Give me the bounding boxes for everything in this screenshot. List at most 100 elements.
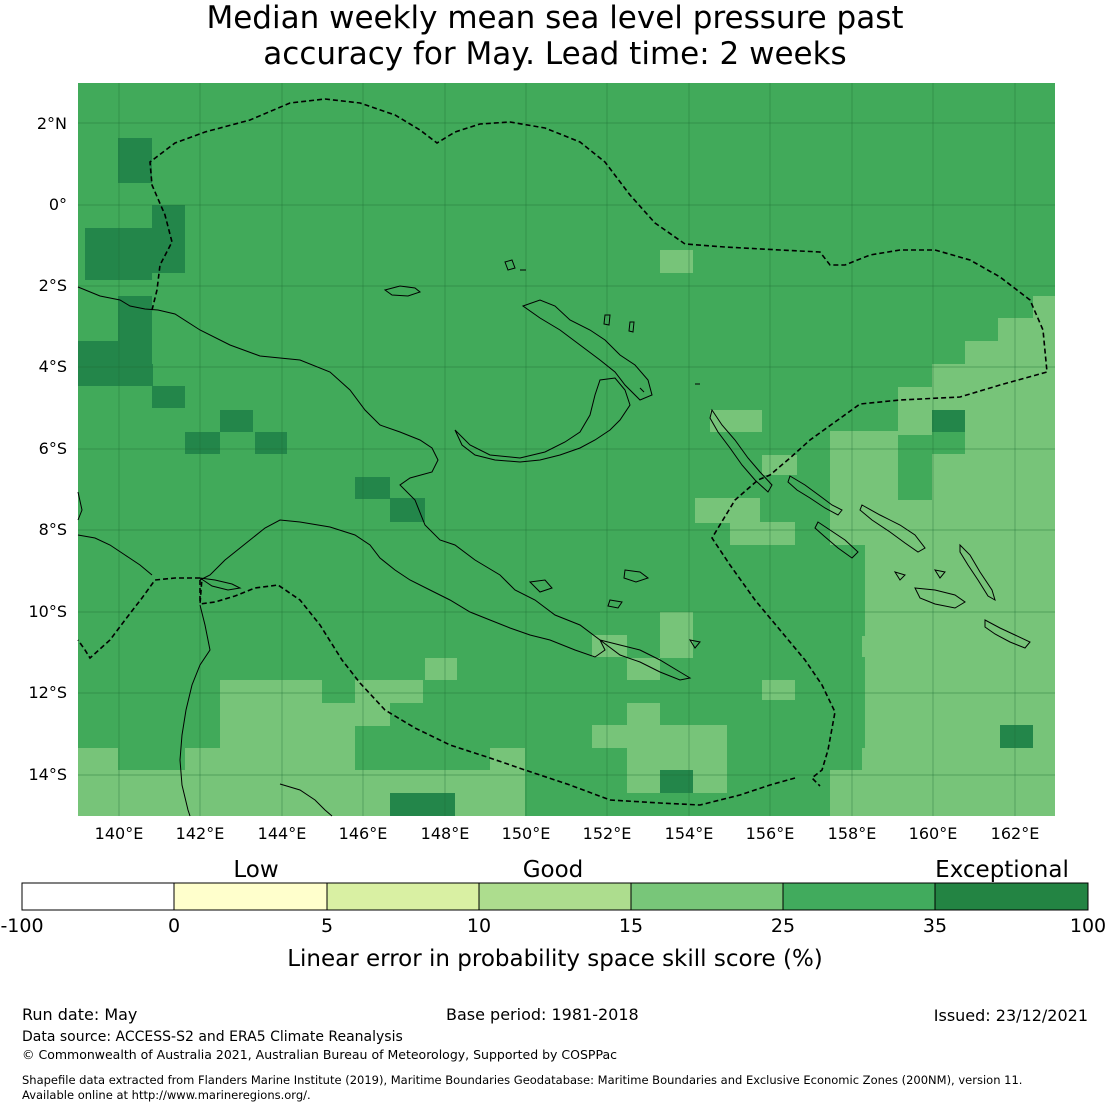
legend-title: Linear error in probability space skill … (287, 946, 823, 972)
skill-cell-15-25 (898, 387, 932, 435)
coastline-solomons-2 (814, 521, 859, 559)
lat-label-6s: 6°S (39, 439, 67, 458)
skill-cell-15-25 (862, 748, 897, 816)
skill-cell-35-100 (85, 228, 152, 280)
skill-cell-15-25 (425, 658, 457, 680)
legend-tick-0: 0 (168, 915, 180, 937)
lat-label-8s: 8°S (39, 520, 67, 539)
colorbar-bin-5 (631, 883, 783, 910)
lat-label-0: 0° (49, 195, 67, 214)
copyright-notice: © Commonwealth of Australia 2021, Austra… (22, 1047, 617, 1062)
skill-cell-25-35 (932, 432, 965, 454)
colorbar-outline (21, 882, 1089, 911)
lon-label-154e: 154°E (665, 824, 714, 843)
issued-date: Issued: 23/12/2021 (933, 1006, 1088, 1025)
skill-cell-15-25 (627, 658, 660, 680)
skill-cell-15-25 (730, 522, 795, 545)
skill-cell-15-25 (762, 455, 797, 475)
shapefile-credit-line-2: Available online at http://www.marinereg… (22, 1088, 311, 1102)
legend-category-low: Low (233, 857, 278, 883)
skill-cell-35-100 (118, 138, 152, 183)
lon-label-156e: 156°E (746, 824, 795, 843)
skill-cell-15-25 (660, 250, 693, 273)
legend-tick-5: 5 (321, 915, 333, 937)
coastline-new-britain (521, 299, 653, 401)
lon-label-142e: 142°E (176, 824, 225, 843)
skill-cell-15-25 (1000, 680, 1055, 720)
skill-cell-35-100 (390, 498, 425, 522)
lat-label-10s: 10°S (28, 602, 67, 621)
lon-label-148e: 148°E (421, 824, 470, 843)
coastline-manus (383, 285, 422, 297)
skill-cell-15-25 (710, 410, 762, 432)
chart-title: Median weekly mean sea level pressure pa… (0, 0, 1110, 72)
coastline-west-new-guinea-south (77, 534, 153, 576)
base-period: Base period: 1981-2018 (446, 1005, 639, 1024)
legend-tick-35: 35 (923, 915, 947, 937)
latitude-labels: 2°N 0° 2°S 4°S 6°S 8°S 10°S 12°S 14°S (28, 114, 67, 784)
skill-cell-35-100 (390, 793, 455, 816)
legend-tick-neg100: -100 (0, 915, 43, 937)
lon-label-162e: 162°E (991, 824, 1040, 843)
lat-label-2n: 2°N (37, 114, 67, 133)
skill-cell-35-100 (355, 477, 390, 499)
eez-indonesia-west (77, 577, 200, 660)
coastline-guadalcanal (914, 587, 966, 609)
data-source: Data source: ACCESS-S2 and ERA5 Climate … (22, 1029, 403, 1045)
skill-cell-15-25 (865, 545, 898, 636)
lat-label-2s: 2°S (39, 276, 67, 295)
colorbar-bin-2 (174, 883, 327, 910)
skill-cell-15-25 (862, 636, 965, 657)
skill-cell-15-25 (78, 748, 118, 816)
skill-cell-25-35 (762, 700, 795, 725)
skill-cell-15-25 (355, 703, 390, 726)
coastline-solomons-1 (859, 504, 926, 553)
shapefile-credit-line-1: Shapefile data extracted from Flanders M… (22, 1073, 1023, 1087)
legend-category-good: Good (523, 857, 584, 883)
skill-cell-15-25 (355, 770, 390, 816)
lon-label-158e: 158°E (828, 824, 877, 843)
skill-cell-15-25 (185, 748, 220, 816)
gridlines (78, 83, 1055, 816)
skill-cell-15-25 (660, 612, 693, 658)
lon-label-144e: 144°E (258, 824, 307, 843)
coastline-torres-strait (199, 577, 242, 591)
skill-cell-15-25 (592, 725, 727, 748)
title-line-2: accuracy for May. Lead time: 2 weeks (263, 36, 847, 72)
lon-label-140e: 140°E (95, 824, 144, 843)
colorbar-bin-1 (22, 883, 174, 910)
coastline-west-irian (77, 491, 83, 521)
legend-tick-10: 10 (467, 915, 491, 937)
skill-cell-15-25 (762, 680, 795, 702)
legend-tick-25: 25 (771, 915, 795, 937)
colorbar-bin-6 (783, 883, 935, 910)
skill-cell-15-25 (830, 431, 865, 453)
lat-label-12s: 12°S (28, 683, 67, 702)
title-line-1: Median weekly mean sea level pressure pa… (206, 0, 904, 36)
eez-png-north (149, 98, 1048, 806)
skill-cell-35-100 (152, 205, 185, 273)
skill-cell-15-25 (220, 680, 322, 816)
lat-label-14s: 14°S (28, 765, 67, 784)
lon-label-146e: 146°E (339, 824, 388, 843)
run-date: Run date: May (22, 1005, 138, 1024)
longitude-labels: 140°E 142°E 144°E 146°E 148°E 150°E 152°… (95, 824, 1040, 843)
coastline-makira (984, 619, 1031, 649)
eez-boundaries (77, 98, 1048, 806)
skill-cell-35-100 (185, 432, 220, 454)
coastline-papuan-peninsula (454, 377, 631, 463)
skill-cell-35-100 (220, 410, 253, 432)
lon-label-150e: 150°E (502, 824, 551, 843)
skill-cell-15-25 (830, 770, 865, 816)
legend-tick-15: 15 (619, 915, 643, 937)
skill-cell-15-25 (897, 725, 1000, 816)
map-figure: 2°N 0° 2°S 4°S 6°S 8°S 10°S 12°S 14°S 14… (0, 83, 1106, 972)
skill-cell-35-100 (78, 364, 153, 386)
colorbar-dividers (173, 883, 936, 910)
coastline-islands-d-entrecasteaux (528, 569, 650, 609)
coastline-new-ireland (709, 408, 773, 493)
coastline-new-guinea (77, 286, 606, 658)
coastline-malaita (959, 543, 996, 602)
skill-cell-15-25 (627, 703, 660, 726)
skill-cell-35-100 (660, 770, 693, 793)
